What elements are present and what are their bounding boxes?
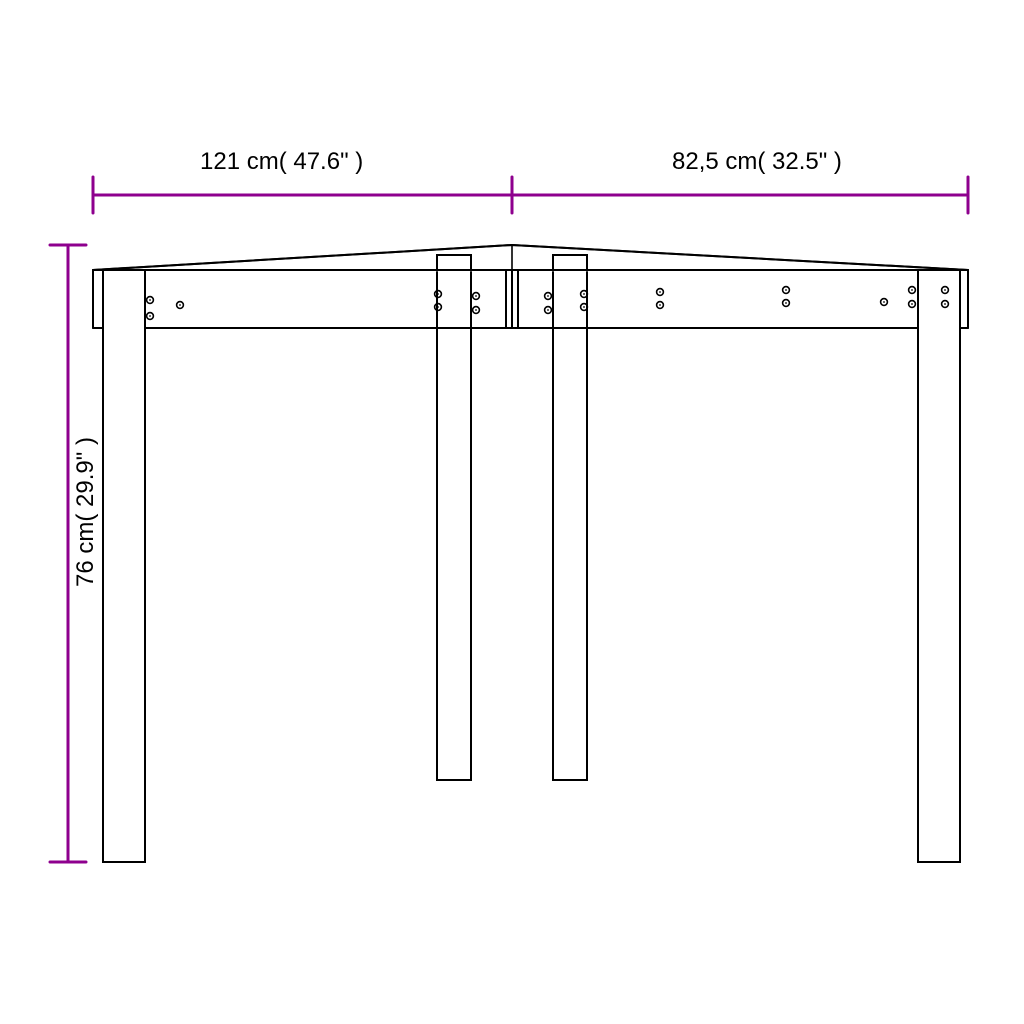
dimension-height-label: 76 cm( 29.9" ) xyxy=(72,382,100,642)
dimension-depth-label: 82,5 cm( 32.5" ) xyxy=(672,148,842,176)
diagram-svg xyxy=(0,0,1024,1024)
dimension-width-label: 121 cm( 47.6" ) xyxy=(200,148,363,176)
diagram-stage: 121 cm( 47.6" ) 82,5 cm( 32.5" ) 76 cm( … xyxy=(0,0,1024,1024)
